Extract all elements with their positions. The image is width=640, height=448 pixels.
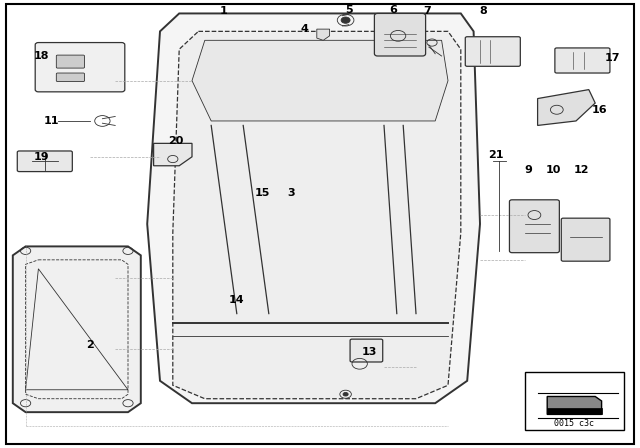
FancyBboxPatch shape [350,339,383,362]
Polygon shape [13,246,141,412]
Text: 10: 10 [546,165,561,175]
Text: 0015 c3c: 0015 c3c [554,419,594,428]
Text: 5: 5 [345,5,353,15]
Polygon shape [147,13,480,403]
Polygon shape [173,31,461,399]
FancyBboxPatch shape [525,372,624,430]
Text: 13: 13 [362,347,377,357]
FancyBboxPatch shape [17,151,72,172]
FancyBboxPatch shape [56,73,84,82]
FancyBboxPatch shape [465,37,520,66]
Polygon shape [538,90,595,125]
Text: 2: 2 [86,340,93,350]
Text: 17: 17 [605,53,620,63]
Polygon shape [547,396,602,414]
Text: 19: 19 [34,152,49,162]
Text: 9: 9 [524,165,532,175]
FancyBboxPatch shape [374,13,426,56]
Text: 4: 4 [300,24,308,34]
Text: 3: 3 [287,188,295,198]
Text: 1: 1 [220,6,228,16]
FancyBboxPatch shape [561,218,610,261]
Text: 21: 21 [488,150,504,159]
Text: 8: 8 [479,6,487,16]
Text: 14: 14 [229,295,244,305]
FancyBboxPatch shape [509,200,559,253]
FancyBboxPatch shape [555,48,610,73]
Polygon shape [317,29,330,40]
Text: 20: 20 [168,136,184,146]
FancyBboxPatch shape [35,43,125,92]
Circle shape [341,17,350,23]
Text: 6: 6 [390,5,397,15]
Circle shape [343,392,348,396]
Text: 12: 12 [573,165,589,175]
Text: 15: 15 [255,188,270,198]
Polygon shape [547,408,602,414]
FancyBboxPatch shape [56,55,84,68]
Text: 18: 18 [34,51,49,61]
Text: 11: 11 [44,116,59,126]
Polygon shape [192,40,448,121]
Polygon shape [154,143,192,166]
Text: 16: 16 [592,105,607,115]
Text: 7: 7 [424,6,431,16]
